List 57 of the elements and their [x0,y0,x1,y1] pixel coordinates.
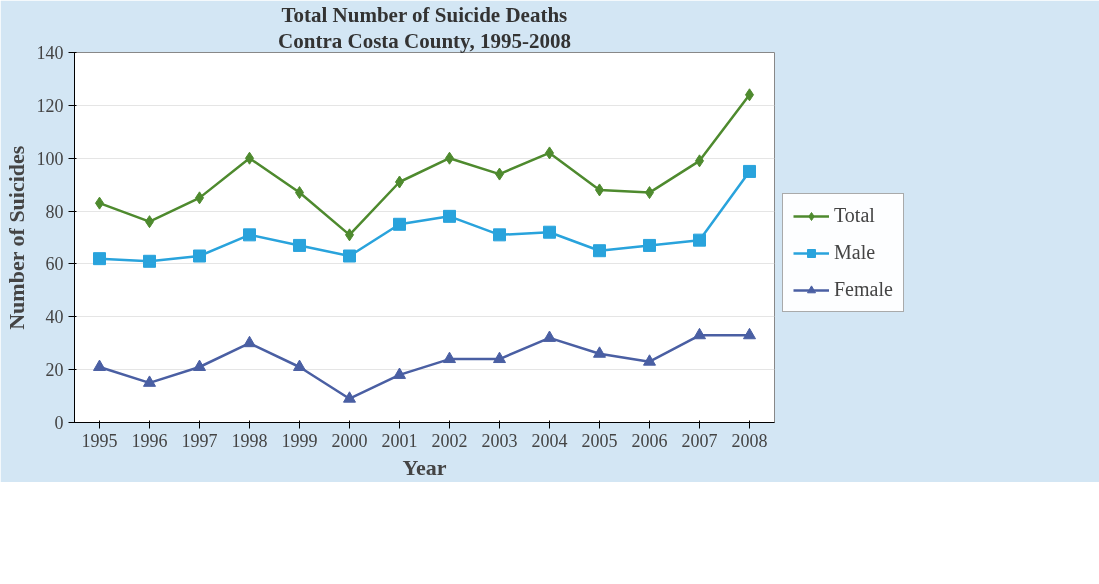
point [493,228,506,242]
x-tick-label: 2000 [331,430,368,451]
point [243,228,256,242]
y-tick-label: 120 [36,95,64,116]
x-tick-label: 1995 [81,430,118,451]
y-tick-label: 20 [45,360,64,381]
point [493,351,506,364]
point [393,367,406,379]
point [243,335,256,348]
point [93,252,106,266]
legend-label: Total [834,204,875,227]
point [93,359,106,371]
point [743,327,756,340]
point [343,249,356,263]
y-axis-title: Number of Suicides [3,145,29,330]
x-tick-label: 1996 [131,430,168,451]
point [293,359,306,371]
point [643,354,656,366]
point [143,375,156,387]
point [543,330,556,342]
point [743,164,756,178]
y-tick-label: 0 [54,413,64,433]
point [293,238,306,252]
chart-title: Total Number of Suicide Deaths [281,2,568,27]
legend-label: Male [834,241,876,264]
x-tick-label: 2008 [731,430,768,451]
point [193,249,206,263]
point [543,225,556,239]
chart-subtitle: Contra Costa County, 1995-2008 [278,28,571,53]
x-tick-label: 2007 [681,430,718,451]
x-tick-label: 2002 [431,430,468,451]
y-tick-label: 100 [36,148,64,169]
y-tick-label: 140 [36,43,64,63]
y-tick-label: 40 [45,307,64,328]
point [593,346,606,358]
point [693,233,706,247]
y-tick-label: 80 [45,201,64,222]
x-tick-label: 2001 [381,430,418,451]
x-tick-label: 1999 [281,430,318,451]
point [443,209,456,223]
legend-label: Female [834,278,893,301]
point [143,254,156,268]
x-tick-label: 2005 [581,430,618,451]
point [693,327,706,340]
point [193,359,206,371]
point [443,351,456,364]
x-axis-title: Year [402,454,447,480]
x-tick-label: 2004 [531,430,568,451]
x-tick-label: 1997 [181,430,218,451]
x-tick-label: 2006 [631,430,668,451]
x-tick-label: 1998 [231,430,268,451]
x-tick-label: 2003 [481,430,518,451]
y-tick-label: 60 [45,254,64,275]
point [593,244,606,258]
point [643,238,656,252]
point [393,217,406,231]
point [343,391,356,403]
